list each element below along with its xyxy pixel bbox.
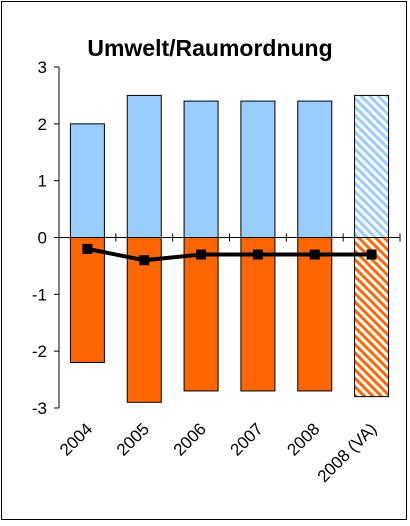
y-tick-label: 0 <box>38 229 47 248</box>
y-tick-label: -2 <box>32 342 47 361</box>
line-marker <box>309 249 320 260</box>
y-tick-label: 3 <box>38 58 47 77</box>
bar-negative <box>183 237 219 392</box>
chart-title: Umwelt/Raumordnung <box>87 35 332 61</box>
bar-positive <box>297 100 333 238</box>
bar-positive <box>354 94 390 238</box>
bar-positive <box>69 123 105 238</box>
line-marker <box>196 249 207 260</box>
bar-negative <box>240 237 276 392</box>
x-tick-label: 2005 <box>113 419 153 459</box>
line-marker <box>82 243 93 254</box>
bar-positive <box>126 94 162 238</box>
y-tick-label: -1 <box>32 285 47 304</box>
line-marker <box>252 249 263 260</box>
x-tick-label: 2008 <box>283 419 323 459</box>
line-marker <box>139 255 150 266</box>
x-tick-label: 2008 (VA) <box>314 419 381 486</box>
series-line <box>87 246 372 263</box>
bar-positive <box>183 100 219 238</box>
y-tick-label: 2 <box>38 115 47 134</box>
bar-negative <box>297 237 333 392</box>
y-tick-label: -3 <box>32 399 47 418</box>
x-tick-label: 2004 <box>56 419 96 459</box>
bar-negative <box>354 237 390 398</box>
x-tick-label: 2006 <box>170 419 210 459</box>
x-tick-label: 2007 <box>227 419 267 459</box>
chart-frame: Umwelt/Raumordnung 3 2 1 0 -1 -2 -3 2004 2005 200… <box>1 1 407 520</box>
bar-positive <box>240 100 276 238</box>
line-marker <box>366 249 377 260</box>
bar-chart: Umwelt/Raumordnung 3 2 1 0 -1 -2 -3 2004 2005 200… <box>32 35 401 486</box>
y-tick-label: 1 <box>38 172 47 191</box>
bar-negative <box>69 237 105 364</box>
